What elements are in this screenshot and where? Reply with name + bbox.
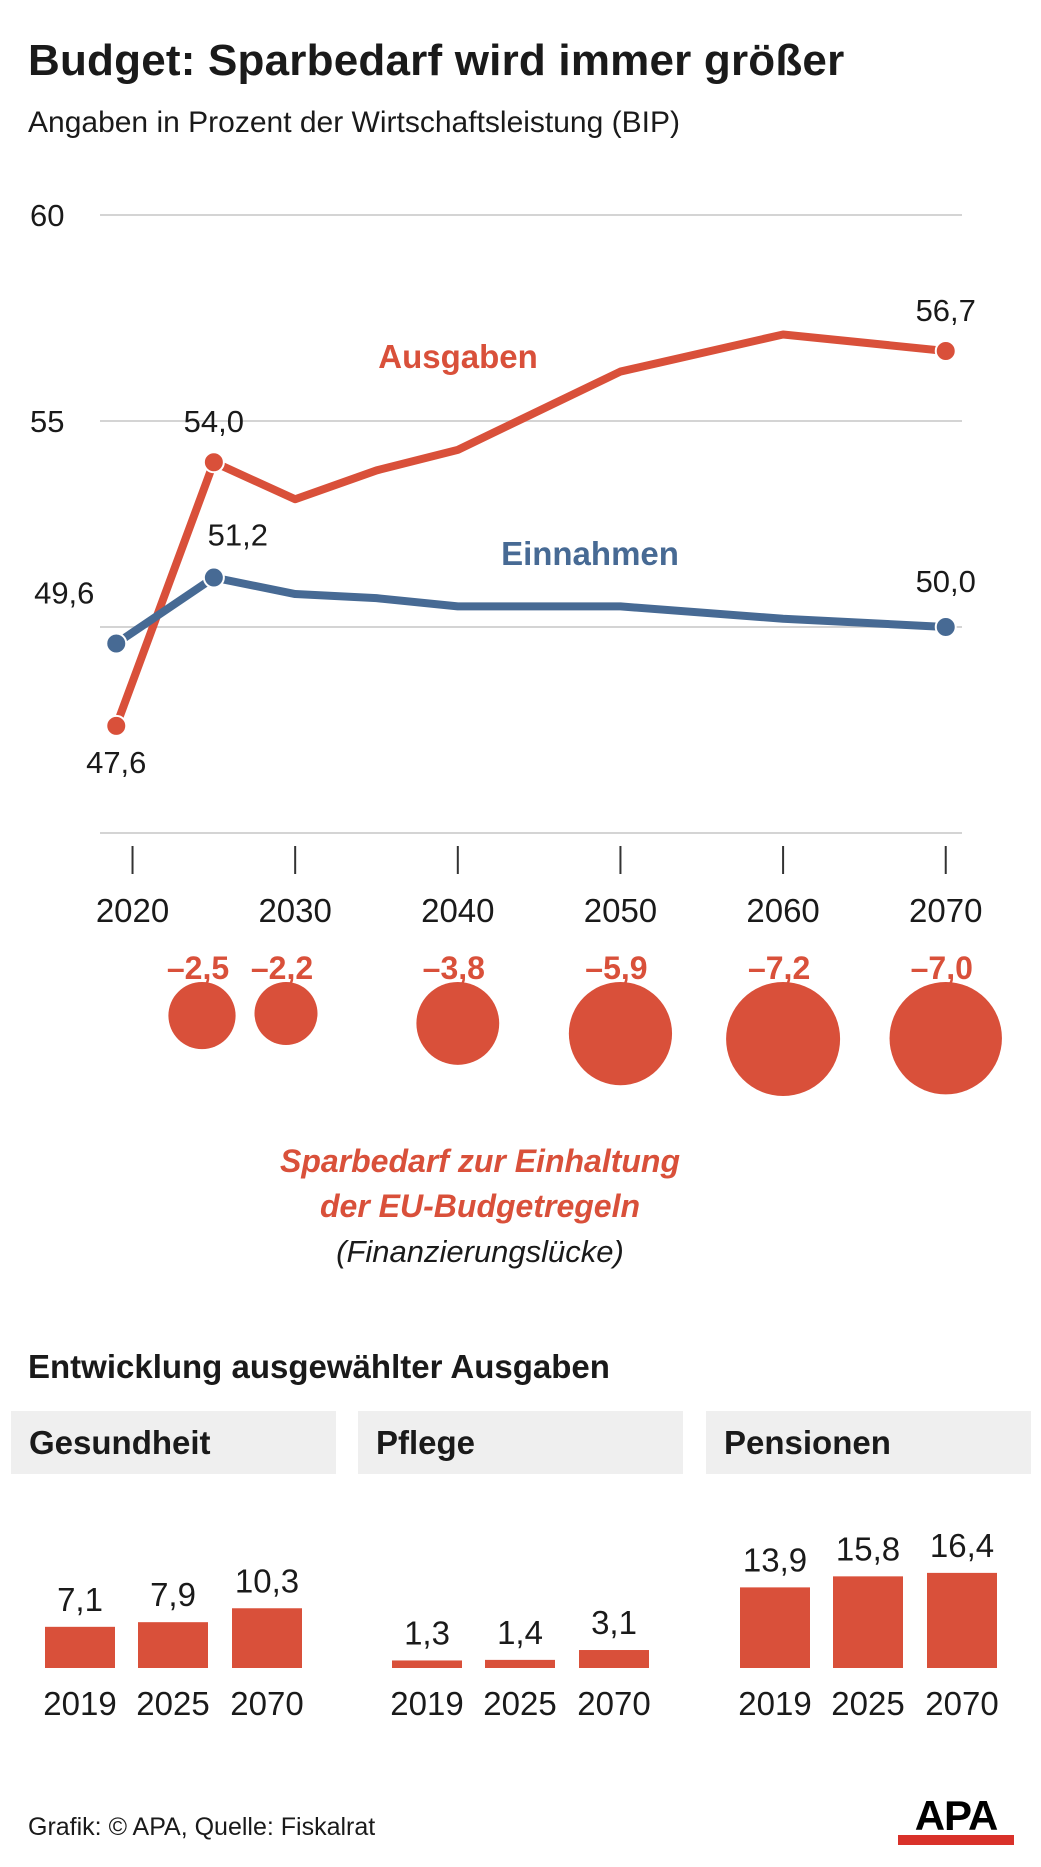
data-label: 51,2	[208, 518, 268, 553]
gap-value-label: –2,2	[251, 950, 313, 986]
data-point	[105, 632, 128, 655]
page-title: Budget: Sparbedarf wird immer größer	[28, 36, 845, 85]
gap-bubble	[254, 982, 318, 1046]
bar-value-label: 3,1	[591, 1604, 637, 1641]
bar-category-label: 2019	[390, 1685, 463, 1722]
bar	[579, 1650, 649, 1668]
gap-bubble	[889, 982, 1002, 1095]
x-tick-label: 2040	[421, 892, 494, 929]
gap-bubble	[416, 982, 500, 1065]
gap-value-label: –7,0	[911, 950, 973, 986]
bar	[45, 1626, 115, 1668]
apa-logo: APA	[898, 1792, 1014, 1845]
series-name-ausgaben: Ausgaben	[378, 338, 538, 375]
bar-value-label: 13,9	[743, 1541, 807, 1578]
bar	[232, 1608, 302, 1668]
bar-category-label: 2070	[925, 1685, 998, 1722]
data-point	[934, 339, 957, 362]
bar-category-label: 2025	[831, 1685, 904, 1722]
bar-category-label: 2019	[738, 1685, 811, 1722]
panel-header-gesundheit: Gesundheit	[11, 1411, 336, 1474]
series-line-einnahmen	[112, 573, 950, 648]
bar-value-label: 15,8	[836, 1530, 900, 1567]
data-label: 50,0	[916, 564, 976, 599]
data-label: 56,7	[916, 293, 976, 328]
gap-bubble	[568, 982, 673, 1086]
bar	[138, 1622, 208, 1668]
x-tick-label: 2070	[909, 892, 982, 929]
data-point	[202, 451, 225, 474]
bar	[740, 1587, 810, 1668]
bar-charts: 7,1 2019 7,9 2025 10,3 2070 1,3 2019 1,4 2025 3,1 2…	[43, 1527, 998, 1722]
x-tick-label: 2060	[746, 892, 819, 929]
x-tick-label: 2050	[584, 892, 657, 929]
panel-header-pensionen: Pensionen	[706, 1411, 1031, 1474]
svg-text:APA: APA	[915, 1792, 998, 1839]
data-label: 49,6	[34, 575, 94, 610]
bubble-caption-line2: der EU-Budgetregeln	[320, 1188, 640, 1224]
y-tick-label: 60	[30, 198, 64, 233]
bubble-chart: –2,5 –2,2 –3,8 –5,9 –7,2 –7,0 Sparbedarf zur E…	[167, 950, 1002, 1269]
gap-value-label: –3,8	[423, 950, 485, 986]
bar-value-label: 10,3	[235, 1562, 299, 1599]
bar-value-label: 7,1	[57, 1581, 103, 1618]
bar	[927, 1572, 997, 1668]
data-label: 54,0	[184, 404, 244, 439]
gap-value-label: –5,9	[585, 950, 647, 986]
bar-category-label: 2070	[577, 1685, 650, 1722]
series-line-ausgaben	[112, 330, 950, 730]
data-point	[202, 566, 225, 589]
data-point	[105, 714, 128, 737]
x-tick-label: 2020	[96, 892, 169, 929]
source-note: Grafik: © APA, Quelle: Fiskalrat	[28, 1813, 376, 1841]
bar	[392, 1660, 462, 1668]
gap-value-label: –7,2	[748, 950, 810, 986]
bar-category-label: 2019	[43, 1685, 116, 1722]
bar	[485, 1659, 555, 1668]
panel-header-pflege: Pflege	[358, 1411, 683, 1474]
bar-category-label: 2070	[230, 1685, 303, 1722]
gap-value-label: –2,5	[167, 950, 229, 986]
bar-value-label: 7,9	[150, 1576, 196, 1613]
bubble-caption-line1: Sparbedarf zur Einhaltung	[280, 1143, 680, 1179]
bar-category-label: 2025	[136, 1685, 209, 1722]
bar-section-title: Entwicklung ausgewählter Ausgaben	[28, 1348, 610, 1385]
bar-value-label: 1,3	[404, 1614, 450, 1651]
bar-value-label: 1,4	[497, 1614, 543, 1651]
data-label: 47,6	[86, 745, 146, 780]
page-subtitle: Angaben in Prozent der Wirtschaftsleistu…	[28, 106, 680, 139]
gap-bubble	[168, 982, 236, 1050]
bar	[833, 1576, 903, 1668]
bar-value-label: 16,4	[930, 1527, 994, 1564]
series-name-einnahmen: Einnahmen	[501, 535, 679, 572]
x-tick-label: 2030	[258, 892, 331, 929]
line-chart: 60 55 2020 2030 2040 2050 2060 2070 47,6 54,0 56,7…	[30, 198, 982, 929]
data-point	[934, 616, 957, 638]
bar-category-label: 2025	[483, 1685, 556, 1722]
gap-bubble	[726, 982, 841, 1096]
y-tick-label: 55	[30, 404, 64, 439]
bubble-caption-sub: (Finanzierungslücke)	[336, 1234, 624, 1269]
